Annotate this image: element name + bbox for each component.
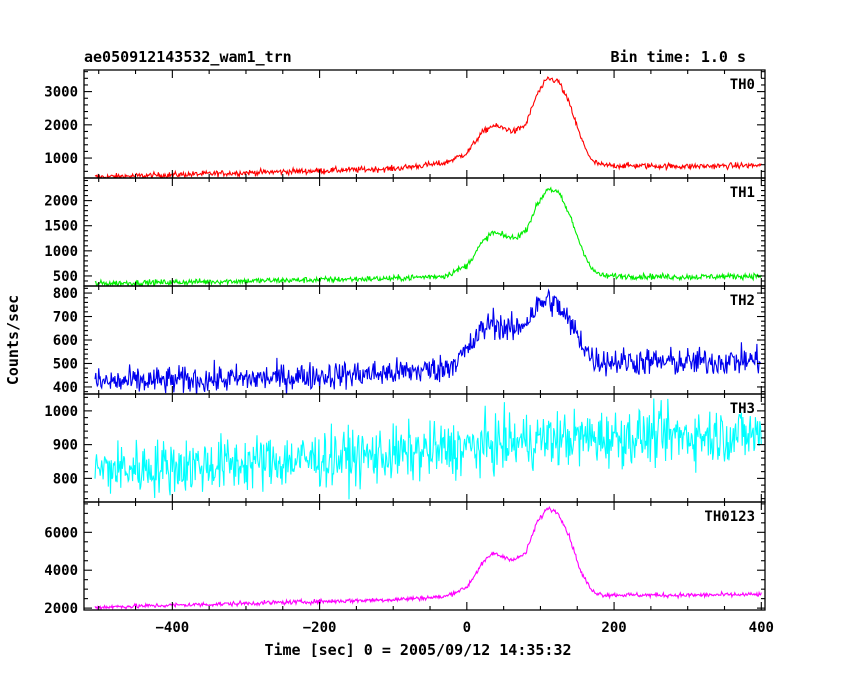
- y-tick-label: 500: [53, 356, 78, 372]
- y-tick-label: 2000: [44, 118, 78, 134]
- series-line-th3: [94, 398, 762, 500]
- y-tick-label: 700: [53, 310, 78, 326]
- y-tick-label: 1000: [44, 244, 78, 260]
- x-tick-label: 400: [749, 620, 774, 636]
- panel-frame: [83, 177, 766, 287]
- panel-th0: 1000 2000 3000 TH0: [44, 69, 766, 179]
- panel-th1: 500 1000 1500 2000 TH1: [44, 177, 766, 287]
- x-tick-label: −200: [303, 620, 337, 636]
- y-tick-label: 400: [53, 380, 78, 396]
- series-line-th0123: [94, 505, 762, 610]
- y-tick-label: 900: [53, 438, 78, 454]
- y-tick-label: 600: [53, 333, 78, 349]
- y-tick-label: 4000: [44, 563, 78, 579]
- y-tick-label: 800: [53, 286, 78, 302]
- panel-th3: 800 900 1000 TH3: [44, 393, 766, 503]
- y-tick-label: 1000: [44, 151, 78, 167]
- y-tick-label: 1500: [44, 219, 78, 235]
- series-line-th2: [94, 288, 762, 394]
- y-tick-label: 2000: [44, 194, 78, 210]
- panel-label: TH2: [730, 293, 755, 309]
- series-line-th1: [94, 186, 762, 286]
- bin-time-label: Bin time: 1.0 s: [611, 48, 746, 66]
- y-tick-label: 800: [53, 471, 78, 487]
- y-axis-label: Counts/sec: [4, 295, 22, 385]
- panel-label: TH1: [730, 185, 755, 201]
- x-tick-label: 200: [601, 620, 626, 636]
- x-axis-label: Time [sec] 0 = 2005/09/12 14:35:32: [264, 641, 571, 659]
- x-tick-label: −400: [155, 620, 189, 636]
- y-tick-label: 6000: [44, 525, 78, 541]
- panel-th2: 400 500 600 700 800 TH2: [53, 285, 766, 396]
- panel-label: TH0123: [704, 509, 755, 525]
- y-tick-label: 1000: [44, 404, 78, 420]
- panel-th0123: 2000 4000 6000 TH0123: [44, 501, 766, 617]
- chart-title: ae050912143532_wam1_trn: [84, 48, 292, 66]
- y-tick-label: 2000: [44, 601, 78, 617]
- panel-label: TH3: [730, 401, 755, 417]
- y-tick-label: 3000: [44, 85, 78, 101]
- panel-label: TH0: [730, 77, 755, 93]
- panel-frame: [83, 501, 766, 611]
- series-line-th0: [94, 76, 762, 178]
- panel-frame: [83, 69, 766, 179]
- x-tick-label: 0: [463, 620, 471, 636]
- y-tick-label: 500: [53, 269, 78, 285]
